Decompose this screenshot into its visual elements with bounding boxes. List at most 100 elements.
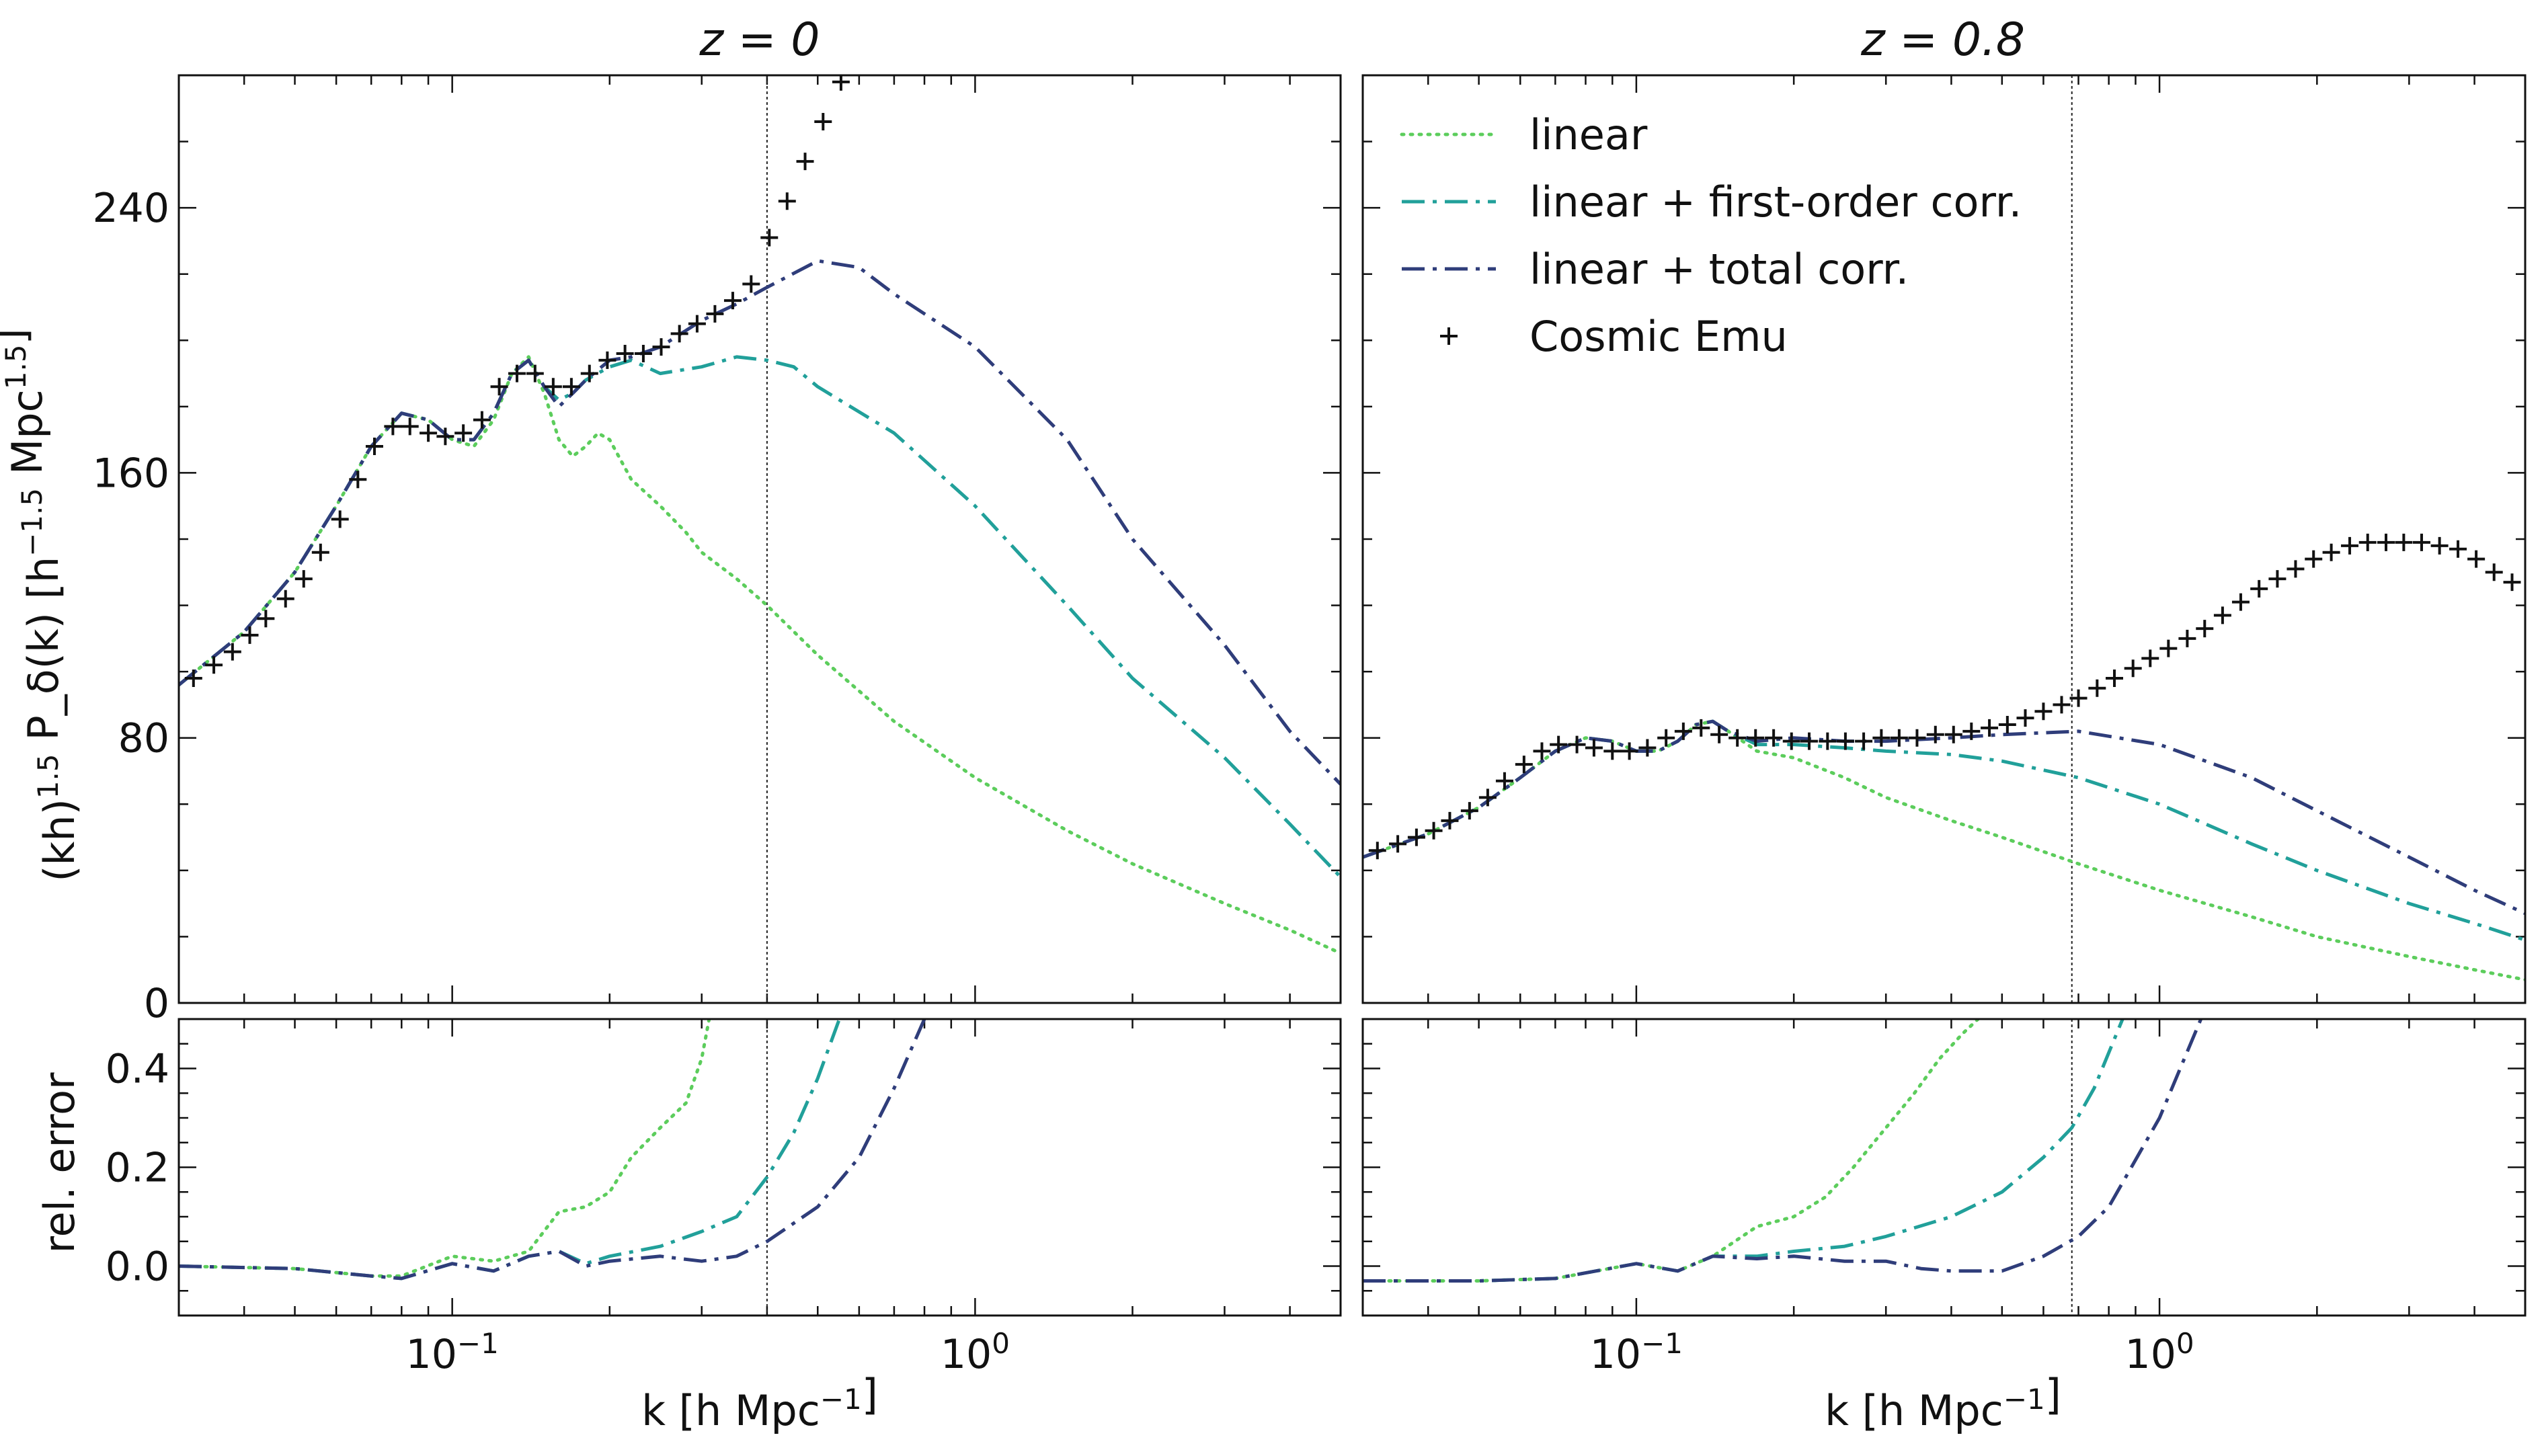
cosmic-emu-point <box>473 411 491 429</box>
series-linear-first-order-corr <box>179 1019 841 1281</box>
cosmic-emu-point <box>2430 536 2449 555</box>
cosmic-emu-point <box>2268 570 2287 588</box>
cosmic-emu-point <box>2159 639 2178 657</box>
series-linear-total-corr <box>1363 1019 2203 1283</box>
cosmic-emu-point <box>1836 732 1854 750</box>
x-tick-label: 100 <box>2125 1327 2194 1378</box>
cosmic-emu-point <box>616 345 634 362</box>
axes-frame <box>1361 74 2527 1004</box>
cosmic-emu-point <box>276 590 294 608</box>
legend: linear linear + first-order corr. linear +… <box>1400 110 2022 361</box>
cosmic-emu-point <box>526 364 544 382</box>
series-linear-total-corr <box>179 259 1341 786</box>
cosmic-emu-point <box>2016 709 2034 727</box>
x-axis-label-left: k [h Mpc−1] <box>641 1370 878 1435</box>
cosmic-emu-point <box>1692 719 1710 737</box>
cosmic-emu-point <box>1638 739 1657 757</box>
y-tick-label: 80 <box>118 715 169 762</box>
y-tick-label: 0.4 <box>106 1046 169 1093</box>
cosmic-emu-point <box>420 424 438 442</box>
cosmic-emu-point <box>742 275 760 293</box>
cosmic-emu-point <box>580 364 598 382</box>
legend-item-linear-first-order-corr: linear + first-order corr. <box>1402 177 2022 227</box>
legend-label: Cosmic Emu <box>1529 312 1788 361</box>
cosmic-emu-point <box>670 325 688 343</box>
cosmic-emu-point <box>2341 536 2359 555</box>
panel-title-z0: z = 0 <box>699 13 820 67</box>
y-tick-label: 240 <box>92 185 169 232</box>
panel-1 <box>1361 74 2527 1004</box>
cosmic-emu-point <box>2305 550 2323 568</box>
series-group <box>179 1019 926 1281</box>
cosmic-emu-point <box>2069 689 2088 707</box>
cosmic-emu-point <box>1728 729 1747 747</box>
cosmic-emu-point <box>1890 729 1908 747</box>
series-linear <box>179 1019 711 1278</box>
cosmic-emu-point <box>2503 573 2521 592</box>
cosmic-emu-point <box>1855 732 1873 750</box>
cosmic-emu-point <box>205 656 223 674</box>
series-group <box>1363 1019 2203 1283</box>
series-group <box>179 40 1341 955</box>
cosmic-emu-point <box>2053 696 2071 714</box>
legend-item-linear-total-corr: linear + total corr. <box>1402 245 1909 294</box>
series-linear-total-corr <box>1363 719 2525 916</box>
x-tick-label: 100 <box>941 1327 1010 1378</box>
axes-frame <box>177 1018 1342 1317</box>
cosmic-emu-point <box>223 643 241 661</box>
cosmic-emu-point <box>1533 742 1551 760</box>
cosmic-emu-point <box>2231 593 2250 611</box>
legend-item-linear: linear <box>1400 110 1648 159</box>
cosmic-emu-point <box>1674 722 1692 740</box>
cosmic-emu-point <box>1425 821 1443 840</box>
cosmic-emu-point <box>2412 533 2430 551</box>
legend-label: linear + first-order corr. <box>1529 177 2022 227</box>
cosmic-emu-point <box>2196 620 2214 638</box>
panel-0: 0 80 160 240 <box>92 40 1342 1027</box>
cosmic-emu-point <box>1944 725 1962 743</box>
cosmic-emu-point <box>1620 742 1638 760</box>
cosmic-emu-point <box>1368 842 1386 860</box>
legend-label: linear <box>1529 110 1648 159</box>
cosmic-emu-point <box>2106 670 2124 687</box>
axes-frame <box>177 74 1342 1004</box>
cosmic-emu-point <box>257 610 275 628</box>
series-linear-first-order-corr <box>1363 719 2525 942</box>
x-tick-label: 10−1 <box>1590 1327 1683 1378</box>
cosmic-emu-point <box>490 378 508 396</box>
cosmic-emu-point <box>294 570 313 588</box>
cosmic-emu-point <box>850 40 868 58</box>
cosmic-emu-point <box>1550 735 1568 754</box>
series-group <box>1363 533 2525 981</box>
cosmic-emu-point <box>365 438 383 455</box>
cosmic-emu-point <box>2124 659 2142 678</box>
cosmic-emu-point <box>1460 802 1478 820</box>
cosmic-emu-point <box>1926 725 1944 743</box>
cosmic-emu-point <box>1908 729 1926 747</box>
cosmic-emu-point <box>1657 729 1675 747</box>
cosmic-emu-point <box>2178 629 2196 647</box>
cosmic-emu-point <box>1981 719 1999 737</box>
cosmic-emu-point <box>2088 679 2106 697</box>
cosmic-emu-point <box>2141 649 2159 668</box>
cosmic-emu-point <box>2395 533 2413 551</box>
series-linear <box>1363 1019 1980 1283</box>
cosmic-emu-point <box>384 417 402 436</box>
y-tick-label: 160 <box>92 450 169 497</box>
cosmic-emu-point <box>401 417 419 436</box>
cosmic-emu-point <box>2485 563 2503 581</box>
legend-marker <box>1440 327 1458 345</box>
cosmic-emu-point <box>2287 560 2305 578</box>
series-linear-first-order-corr <box>179 355 1341 879</box>
cosmic-emu-point <box>1585 739 1603 757</box>
cosmic-emu-point <box>1765 729 1783 747</box>
cosmic-emu-point <box>544 378 562 396</box>
cosmic-emu-point <box>688 315 706 333</box>
cosmic-emu-point <box>2358 533 2377 551</box>
cosmic-emu-point <box>1710 725 1728 743</box>
x-tick-label: 10−1 <box>406 1327 499 1378</box>
cosmic-emu-point <box>1568 735 1586 754</box>
cosmic-emu-point <box>652 338 670 356</box>
x-axis-label-right: k [h Mpc−1] <box>1825 1370 2061 1435</box>
cosmic-emu-point <box>2213 606 2231 624</box>
